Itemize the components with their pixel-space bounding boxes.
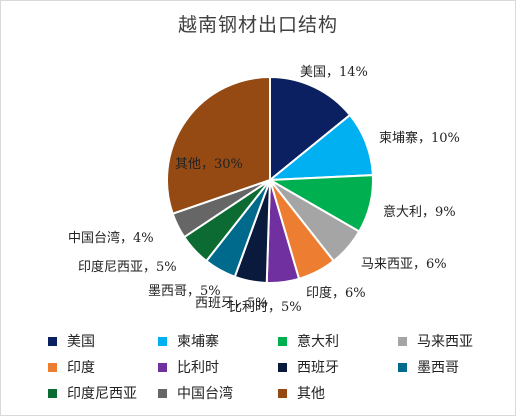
legend-item: 柬埔寨 — [158, 332, 219, 350]
legend-swatch — [278, 388, 287, 398]
legend-item: 其他 — [278, 384, 325, 402]
legend-swatch — [48, 388, 57, 398]
legend-swatch — [398, 336, 407, 346]
legend-label: 柬埔寨 — [177, 334, 219, 350]
legend-label: 比利时 — [177, 360, 219, 376]
legend-item: 美国 — [48, 332, 95, 350]
legend-item: 比利时 — [158, 358, 219, 376]
legend-swatch — [48, 362, 57, 372]
legend-item: 马来西亚 — [398, 332, 473, 350]
slice-label-1: 美国，14% — [300, 65, 368, 80]
slice-label-4: 马来西亚，6% — [361, 257, 447, 272]
slice-label-7: 西班牙，5% — [195, 296, 268, 311]
legend-swatch — [278, 362, 287, 372]
slice-label-5: 印度，6% — [306, 285, 366, 301]
legend-item: 墨西哥 — [398, 358, 459, 376]
legend-item: 印度尼西亚 — [48, 384, 137, 402]
legend-label: 墨西哥 — [417, 360, 459, 376]
legend-label: 印度 — [67, 360, 95, 376]
legend-swatch — [398, 362, 407, 372]
legend-swatch — [48, 336, 57, 346]
slice-label-10: 中国台湾，4% — [68, 230, 154, 246]
pie-chart: 美国，14% 柬埔寨，10% 意大利，9% 马来西亚，6% 印度，6% 比利时，5%西班牙… — [68, 65, 460, 315]
legend-swatch — [158, 362, 167, 372]
legend-swatch — [278, 336, 287, 346]
legend-item: 意大利 — [278, 332, 339, 350]
slice-label-6: 比利时，5% — [229, 300, 302, 315]
legend-label: 美国 — [67, 334, 95, 350]
legend-label: 中国台湾 — [177, 386, 233, 402]
legend-swatch — [158, 388, 167, 398]
legend-label: 意大利 — [297, 334, 339, 350]
legend-item: 印度 — [48, 358, 95, 376]
slice-label-2: 柬埔寨，10% — [379, 130, 460, 146]
slice-label-11: 其他，30% — [175, 157, 243, 172]
legend-item: 中国台湾 — [158, 384, 233, 402]
legend-label: 其他 — [297, 386, 325, 402]
legend-item: 西班牙 — [278, 358, 339, 376]
pie-slice-1 — [269, 75, 352, 183]
legend-swatch — [158, 336, 167, 346]
legend-label: 马来西亚 — [417, 334, 473, 350]
chart-title: 越南钢材出口结构 — [177, 14, 338, 36]
pie-slice-11 — [166, 75, 271, 215]
slice-label-3: 意大利，9% — [383, 204, 456, 220]
slice-label-8: 墨西哥，5% — [148, 284, 221, 299]
slice-label-9: 印度尼西亚，5% — [78, 259, 177, 275]
legend-label: 印度尼西亚 — [67, 386, 137, 402]
legend-label: 西班牙 — [297, 360, 339, 376]
